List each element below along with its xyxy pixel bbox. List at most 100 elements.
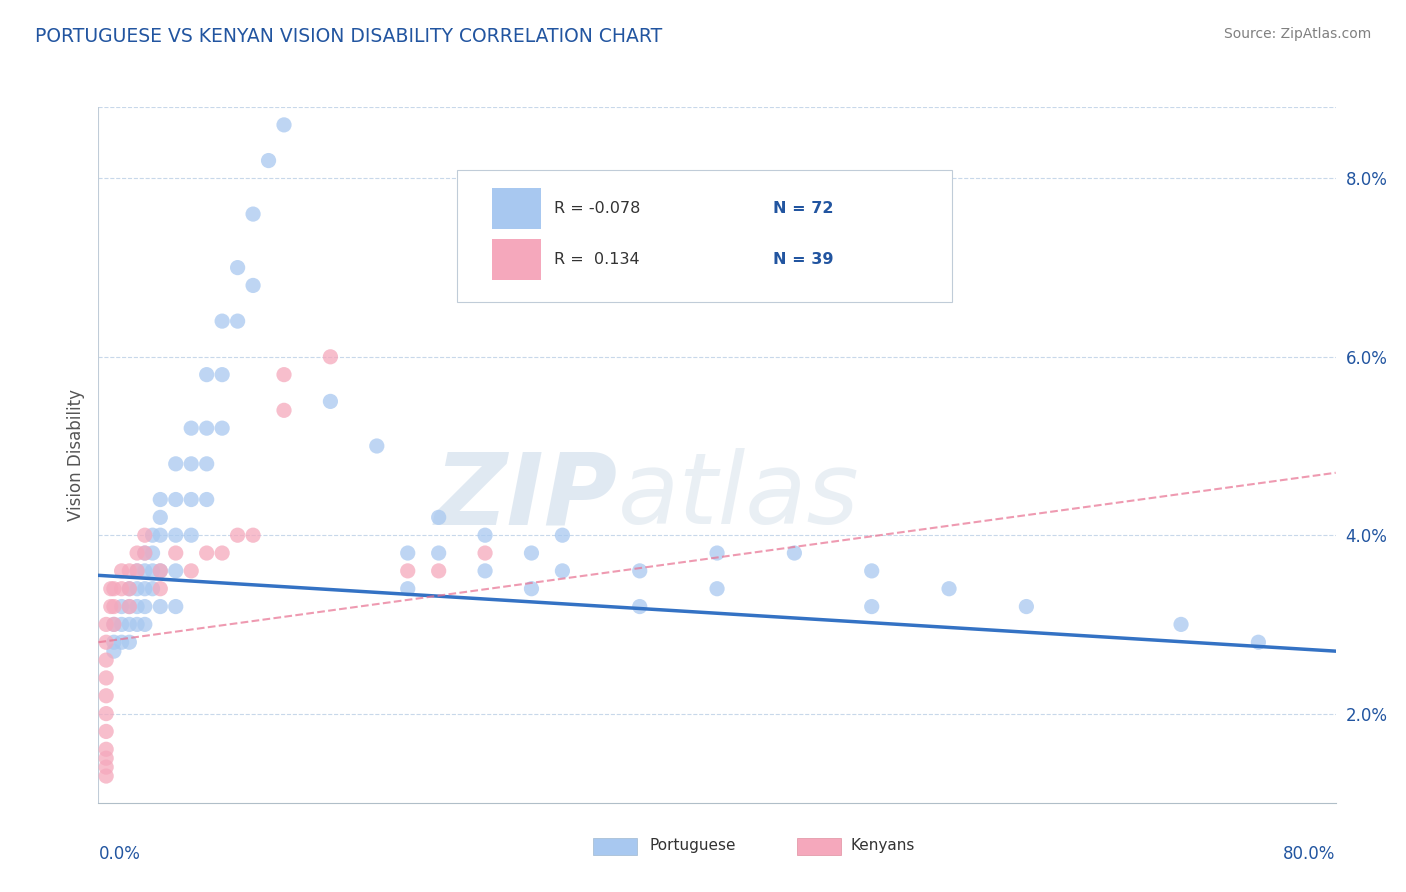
Point	[520, 582, 543, 596]
Point	[273, 118, 295, 132]
Point	[103, 617, 125, 632]
Point	[141, 546, 165, 560]
Point	[134, 617, 156, 632]
Point	[127, 564, 149, 578]
Point	[706, 546, 728, 560]
Point	[96, 742, 118, 756]
Point	[520, 546, 543, 560]
Text: R = -0.078: R = -0.078	[554, 201, 640, 216]
Point	[111, 635, 132, 649]
Point	[165, 546, 187, 560]
Point	[551, 564, 574, 578]
Point	[134, 599, 156, 614]
Point	[396, 564, 419, 578]
Point	[165, 564, 187, 578]
Point	[319, 350, 342, 364]
Point	[226, 314, 249, 328]
Point	[127, 564, 149, 578]
Y-axis label: Vision Disability: Vision Disability	[66, 389, 84, 521]
Point	[180, 457, 202, 471]
Point	[149, 564, 172, 578]
Point	[141, 528, 165, 542]
Point	[111, 617, 132, 632]
FancyBboxPatch shape	[457, 169, 952, 301]
Point	[195, 421, 218, 435]
Point	[180, 421, 202, 435]
Point	[366, 439, 388, 453]
Point	[180, 564, 202, 578]
Point	[134, 546, 156, 560]
Point	[111, 582, 132, 596]
Point	[427, 546, 450, 560]
Point	[860, 564, 883, 578]
Point	[165, 528, 187, 542]
Point	[96, 760, 118, 774]
Point	[134, 546, 156, 560]
Point	[127, 546, 149, 560]
Point	[1170, 617, 1192, 632]
Point	[103, 635, 125, 649]
Point	[211, 421, 233, 435]
Point	[96, 769, 118, 783]
Point	[118, 582, 141, 596]
Point	[938, 582, 960, 596]
Text: N = 72: N = 72	[773, 201, 834, 216]
Point	[134, 582, 156, 596]
FancyBboxPatch shape	[492, 188, 541, 229]
Point	[195, 492, 218, 507]
Point	[628, 599, 651, 614]
Point	[180, 528, 202, 542]
Point	[118, 635, 141, 649]
Text: 0.0%: 0.0%	[98, 845, 141, 863]
Point	[141, 564, 165, 578]
Text: atlas: atlas	[619, 448, 859, 545]
Point	[134, 564, 156, 578]
Point	[474, 546, 496, 560]
Point	[100, 599, 122, 614]
Point	[195, 368, 218, 382]
Point	[149, 492, 172, 507]
Point	[273, 403, 295, 417]
Point	[118, 599, 141, 614]
Text: ZIP: ZIP	[434, 448, 619, 545]
Point	[242, 528, 264, 542]
Point	[783, 546, 806, 560]
Point	[103, 644, 125, 658]
Point	[96, 671, 118, 685]
Point	[165, 457, 187, 471]
Point	[273, 368, 295, 382]
Point	[242, 207, 264, 221]
Point	[226, 528, 249, 542]
Text: Portuguese: Portuguese	[650, 838, 735, 854]
Point	[149, 528, 172, 542]
Point	[103, 599, 125, 614]
Point	[111, 564, 132, 578]
Point	[103, 617, 125, 632]
Text: Kenyans: Kenyans	[851, 838, 915, 854]
Point	[96, 689, 118, 703]
Point	[96, 617, 118, 632]
Point	[211, 368, 233, 382]
Point	[165, 599, 187, 614]
Point	[111, 599, 132, 614]
Point	[211, 546, 233, 560]
Point	[149, 599, 172, 614]
FancyBboxPatch shape	[492, 239, 541, 279]
Point	[96, 706, 118, 721]
Point	[118, 582, 141, 596]
Point	[149, 564, 172, 578]
Point	[127, 582, 149, 596]
Point	[96, 751, 118, 765]
Point	[96, 635, 118, 649]
Point	[860, 599, 883, 614]
FancyBboxPatch shape	[593, 838, 637, 855]
Point	[427, 510, 450, 524]
Text: PORTUGUESE VS KENYAN VISION DISABILITY CORRELATION CHART: PORTUGUESE VS KENYAN VISION DISABILITY C…	[35, 27, 662, 45]
Point	[96, 653, 118, 667]
Point	[149, 582, 172, 596]
Point	[396, 546, 419, 560]
Point	[427, 564, 450, 578]
Point	[118, 564, 141, 578]
FancyBboxPatch shape	[797, 838, 841, 855]
Point	[118, 599, 141, 614]
